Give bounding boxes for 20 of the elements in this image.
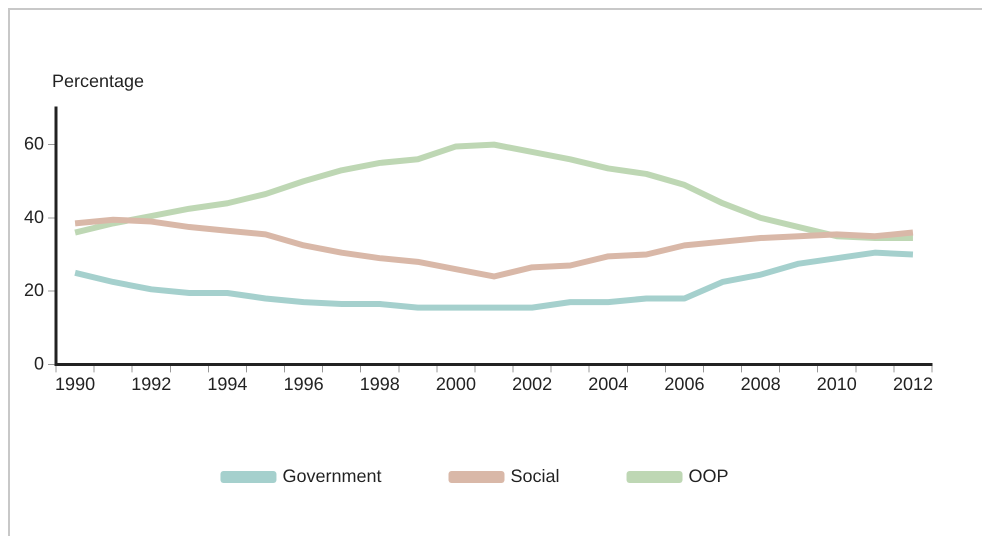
x-tick-label: 2006 <box>664 374 704 394</box>
x-tick-label: 1992 <box>131 374 172 394</box>
y-axis-title: Percentage <box>52 70 144 91</box>
legend-label: OOP <box>688 466 729 486</box>
x-tick-label: 2002 <box>512 374 552 394</box>
y-tick-label: 40 <box>24 206 44 227</box>
y-tick-label: 20 <box>24 280 44 300</box>
x-tick-label: 2012 <box>892 374 933 394</box>
y-tick-label: 60 <box>24 134 44 154</box>
x-tick-label: 2004 <box>588 374 628 394</box>
x-tick-label: 1996 <box>284 374 324 394</box>
x-tick-label: 1990 <box>55 374 96 394</box>
x-tick-label: 1998 <box>360 374 400 394</box>
x-tick-label: 1994 <box>207 374 248 394</box>
legend-label: Social <box>510 466 560 486</box>
x-tick-label: 2000 <box>436 374 476 394</box>
x-tick-label: 2010 <box>816 374 857 394</box>
y-tick-label: 0 <box>34 353 44 374</box>
x-tick-label: 2008 <box>740 374 781 394</box>
legend-label: Government <box>282 466 382 486</box>
